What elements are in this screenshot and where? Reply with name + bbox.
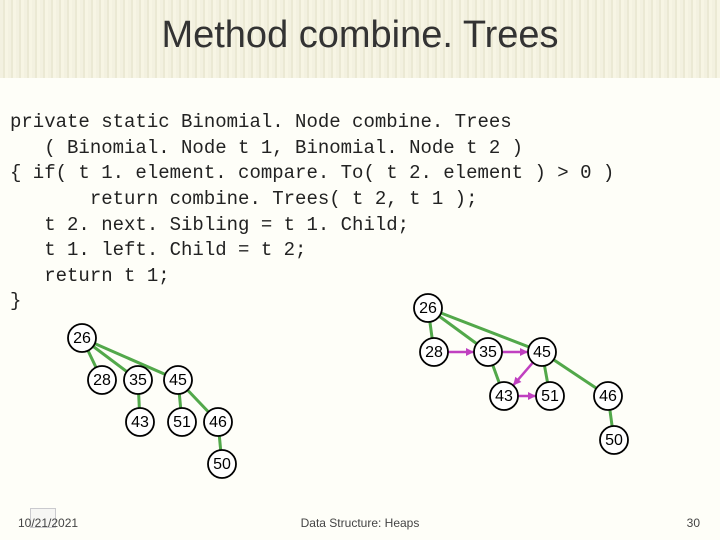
svg-text:26: 26: [73, 330, 91, 347]
svg-text:46: 46: [209, 414, 227, 431]
svg-text:51: 51: [173, 414, 191, 431]
code-line: return combine. Trees( t 2, t 1 );: [10, 188, 477, 210]
svg-text:43: 43: [131, 414, 149, 431]
svg-text:45: 45: [533, 344, 551, 361]
svg-text:35: 35: [479, 344, 497, 361]
svg-text:51: 51: [541, 388, 559, 405]
code-line: t 1. left. Child = t 2;: [10, 239, 306, 261]
svg-text:43: 43: [495, 388, 513, 405]
svg-text:45: 45: [169, 372, 187, 389]
code-line: { if( t 1. element. compare. To( t 2. el…: [10, 162, 614, 184]
svg-text:46: 46: [599, 388, 617, 405]
svg-text:50: 50: [213, 456, 231, 473]
code-line: }: [10, 290, 21, 312]
svg-text:28: 28: [93, 372, 111, 389]
code-line: t 2. next. Sibling = t 1. Child;: [10, 214, 409, 236]
footer-title: Data Structure: Heaps: [0, 516, 720, 530]
code-line: private static Binomial. Node combine. T…: [10, 111, 512, 133]
svg-text:28: 28: [425, 344, 443, 361]
svg-text:50: 50: [605, 432, 623, 449]
svg-text:26: 26: [419, 300, 437, 317]
binomial-tree-right: 26 28 35 45 43 51 46 50: [400, 290, 700, 510]
footer-page-number: 30: [687, 516, 700, 530]
code-block: private static Binomial. Node combine. T…: [10, 110, 614, 315]
svg-text:35: 35: [129, 372, 147, 389]
code-line: return t 1;: [10, 265, 170, 287]
code-line: ( Binomial. Node t 1, Binomial. Node t 2…: [10, 137, 523, 159]
binomial-tree-left: 26 28 35 45 43 51 46 50: [62, 318, 322, 508]
slide-title: Method combine. Trees: [0, 14, 720, 57]
